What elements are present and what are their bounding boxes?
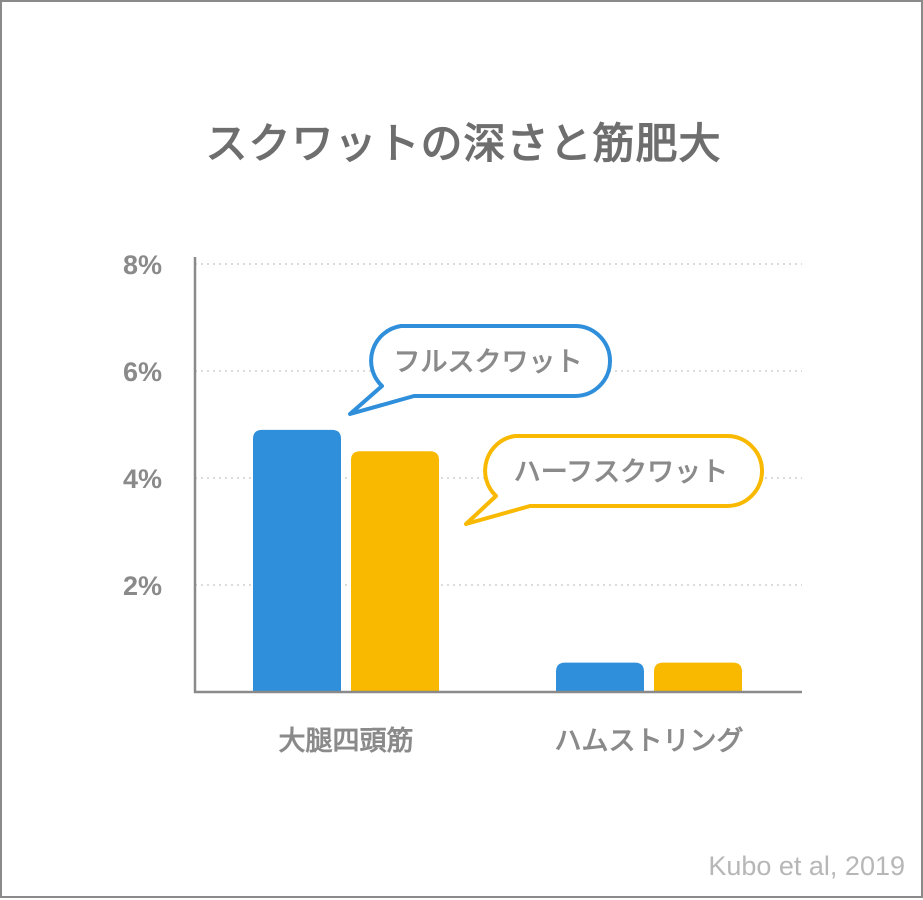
legend-label-full: フルスクワット: [394, 347, 583, 378]
y-tick-label: 4%: [123, 464, 162, 494]
y-tick-label: 2%: [123, 571, 162, 601]
legend-label-half: ハーフスクワット: [514, 457, 728, 488]
x-tick-label: ハムストリング: [555, 725, 744, 757]
legend-bubble-full: [348, 324, 612, 416]
x-tick-labels: 大腿四頭筋 ハムストリング: [279, 725, 744, 757]
chart-title: スクワットの深さと筋肥大: [205, 119, 722, 168]
y-tick-labels: 2% 4% 6% 8%: [123, 250, 162, 601]
legend-bubble-half: [464, 434, 764, 526]
axes: [193, 257, 802, 694]
bar-half-1: [654, 662, 742, 692]
y-tick-label: 8%: [123, 250, 162, 280]
source-credit: Kubo et al, 2019: [708, 851, 905, 881]
bar-full-0: [253, 429, 341, 692]
bars: [253, 429, 742, 692]
x-tick-label: 大腿四頭筋: [279, 725, 414, 757]
bar-half-0: [351, 451, 439, 692]
y-tick-label: 6%: [123, 357, 162, 387]
bar-full-1: [556, 662, 644, 692]
